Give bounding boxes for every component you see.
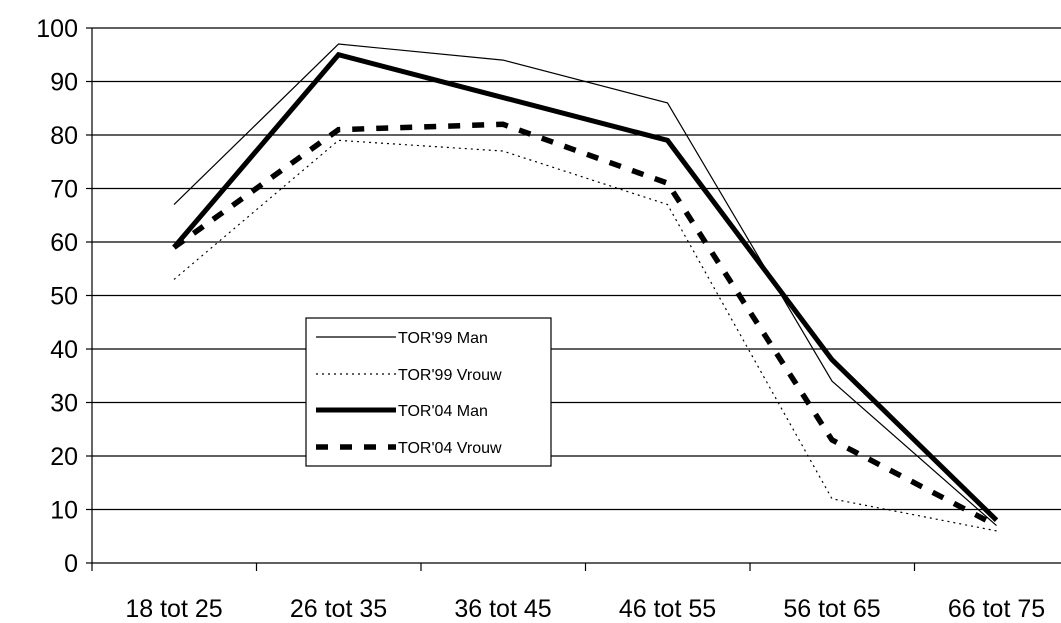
y-tick-label: 80	[50, 122, 78, 150]
legend: TOR'99 Man TOR'99 Vrouw TOR'04 Man TOR'04 V…	[305, 317, 552, 467]
y-tick-label: 40	[50, 336, 78, 364]
y-tick-label: 0	[64, 550, 78, 578]
series-line	[173, 139, 997, 532]
y-tick-label: 30	[50, 390, 78, 418]
x-tick-label: 26 tot 35	[290, 595, 387, 623]
series-lines	[172, 43, 999, 532]
y-tick-label: 10	[50, 497, 78, 525]
x-tick-label: 36 tot 45	[454, 595, 551, 623]
legend-label: TOR'04 Vrouw	[398, 440, 502, 457]
y-tick-label: 90	[50, 69, 78, 97]
series-line	[173, 43, 997, 527]
x-tick-label: 46 tot 55	[619, 595, 716, 623]
x-tick-label: 66 tot 75	[948, 595, 1045, 623]
gridlines	[92, 27, 1061, 511]
x-tick-label: 18 tot 25	[125, 595, 222, 623]
y-tick-label: 70	[50, 176, 78, 204]
series-line	[172, 121, 998, 528]
legend-box	[305, 317, 552, 467]
y-tick-label: 50	[50, 283, 78, 311]
x-tick-label: 56 tot 65	[783, 595, 880, 623]
y-tick-label: 60	[50, 229, 78, 257]
legend-label: TOR'04 Man	[398, 403, 488, 420]
y-axis-ticks: 0 10 20 30 40 50 60 70 80 90 100	[36, 15, 92, 578]
x-axis: 18 tot 25 26 tot 35 36 tot 45 46 tot 55 56 t…	[91, 28, 1061, 623]
y-tick-label: 100	[36, 15, 78, 43]
legend-label: TOR'99 Vrouw	[398, 367, 502, 384]
y-tick-label: 20	[50, 443, 78, 471]
legend-label: TOR'99 Man	[398, 330, 488, 347]
series-line	[172, 51, 999, 522]
